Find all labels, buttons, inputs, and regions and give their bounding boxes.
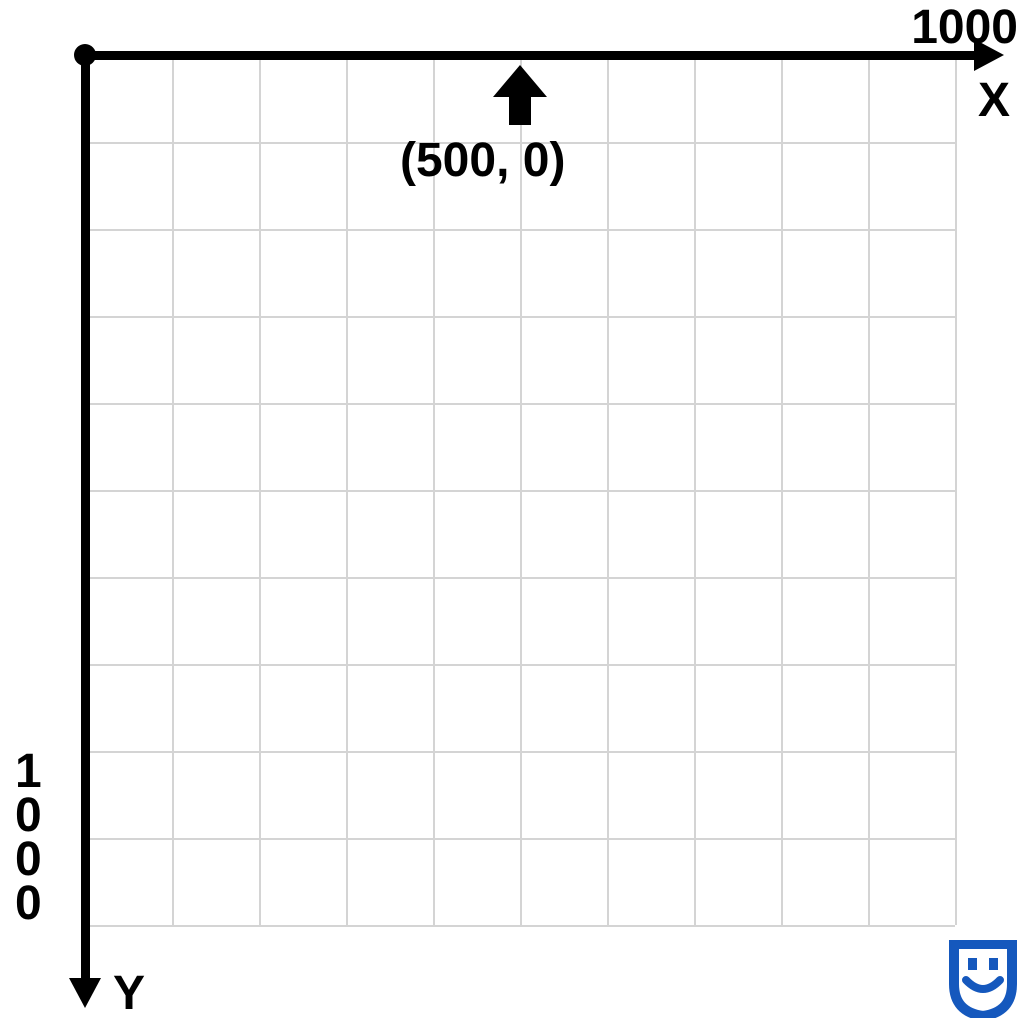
y-max-label-char: 0 [15, 882, 42, 926]
grid-line-horizontal [85, 838, 955, 840]
smiley-shield-logo-icon [948, 940, 1018, 1018]
grid-line-vertical [955, 55, 957, 925]
y-max-label-char: 1 [15, 750, 42, 794]
origin-dot [74, 44, 96, 66]
y-axis-label: Y [113, 966, 145, 1021]
grid-line-horizontal [85, 316, 955, 318]
grid-line-horizontal [85, 229, 955, 231]
grid-line-horizontal [85, 403, 955, 405]
grid-line-horizontal [85, 925, 955, 927]
y-axis [81, 55, 90, 980]
y-max-label-char: 0 [15, 838, 42, 882]
y-max-label: 1000 [15, 750, 42, 927]
grid-line-horizontal [85, 751, 955, 753]
marker-coordinate-label: (500, 0) [400, 133, 565, 188]
x-axis-label: X [978, 73, 1010, 128]
grid-line-horizontal [85, 577, 955, 579]
grid-line-horizontal [85, 664, 955, 666]
grid-line-horizontal [85, 490, 955, 492]
x-axis [85, 51, 974, 60]
marker-arrow-icon [485, 63, 555, 133]
x-max-label: 1000 [911, 0, 1018, 55]
coordinate-diagram: 1000 X 1000 Y (500, 0) [0, 0, 1024, 1024]
y-axis-arrowhead-icon [69, 978, 101, 1012]
y-max-label-char: 0 [15, 794, 42, 838]
